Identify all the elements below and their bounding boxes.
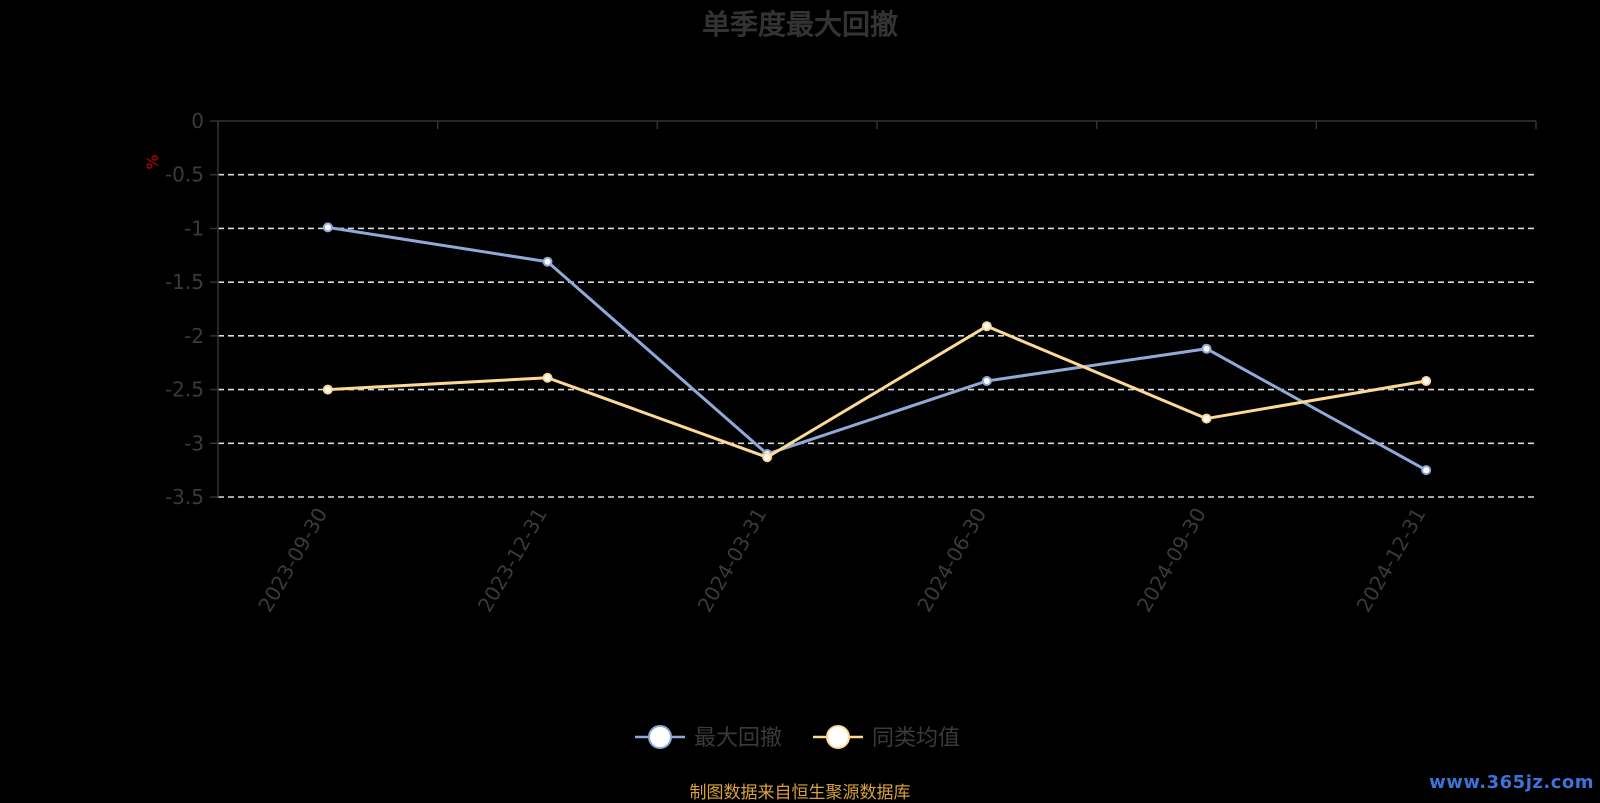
legend-marker: [826, 725, 850, 749]
x-tick-label: 2024-06-30: [912, 503, 991, 616]
y-axis-ticks: 0 -0.5 -1 -1.5 -2 -2.5 -3 -3.5: [165, 109, 204, 509]
series-line: [327, 324, 1427, 459]
legend[interactable]: 最大回撤 同类均值: [635, 725, 960, 751]
x-tick-label: 2023-12-31: [473, 504, 552, 617]
legend-marker: [648, 725, 672, 749]
data-point: [1421, 375, 1432, 386]
x-tick-label: 2024-03-31: [693, 504, 772, 617]
data-point: [1201, 413, 1212, 424]
legend-item-1[interactable]: 最大回撤: [635, 725, 782, 751]
data-point: [981, 375, 992, 386]
y-tick-label: -2: [184, 324, 204, 348]
data-point: [1421, 465, 1432, 476]
watermark: www.365jz.com: [1429, 772, 1594, 793]
data-point: [981, 321, 992, 332]
y-tick-label: 0: [191, 109, 204, 133]
data-point: [322, 222, 333, 233]
y-tick-label: -3.5: [165, 485, 204, 509]
x-tick-label: 2024-12-31: [1352, 504, 1431, 617]
legend-label: 同类均值: [872, 726, 960, 751]
series-1: [322, 222, 1432, 476]
axes: [210, 120, 1537, 498]
data-point: [542, 256, 553, 267]
y-tick-label: -1.5: [165, 270, 204, 294]
y-tick-label: -0.5: [165, 163, 204, 187]
series-2: [322, 321, 1432, 463]
series-group: [322, 222, 1432, 476]
x-axis-ticks: 2023-09-30 2023-12-31 2024-03-31 2024-06-30…: [253, 503, 1430, 616]
y-tick-label: -3: [184, 431, 204, 455]
data-point: [322, 384, 333, 395]
y-tick-label: -2.5: [165, 378, 204, 402]
legend-label: 最大回撤: [694, 726, 782, 751]
y-tick-label: -1: [184, 216, 204, 240]
x-tick-label: 2024-09-30: [1132, 504, 1211, 617]
chart-title: 单季度最大回撤: [702, 8, 898, 41]
legend-item-2[interactable]: 同类均值: [813, 725, 960, 751]
data-point: [542, 372, 553, 383]
data-source-note: 制图数据来自恒生聚源数据库: [689, 783, 911, 803]
grid-lines: [218, 173, 1536, 498]
data-point: [1201, 343, 1212, 354]
data-point: [762, 452, 773, 463]
series-line: [327, 225, 1427, 472]
x-tick-label: 2023-09-30: [253, 504, 332, 617]
y-axis-unit: %: [143, 154, 162, 169]
